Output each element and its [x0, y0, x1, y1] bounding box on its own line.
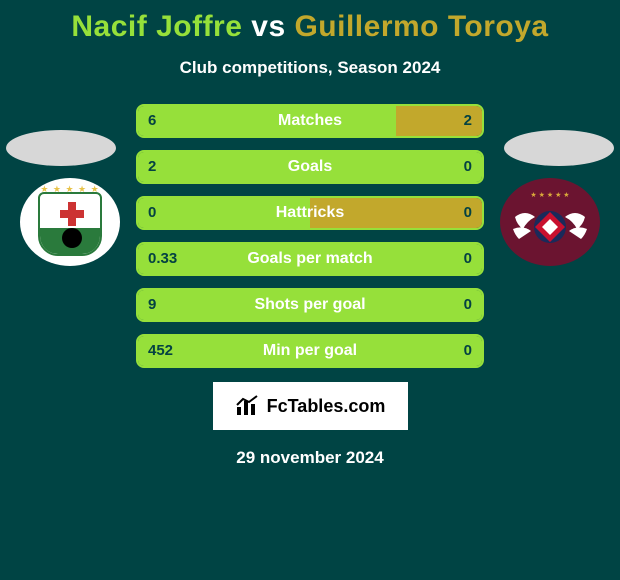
stat-label: Shots per goal	[138, 290, 482, 320]
disc-left	[6, 130, 116, 166]
title-vs: vs	[242, 10, 294, 43]
svg-text:★ ★ ★ ★ ★: ★ ★ ★ ★ ★	[530, 191, 569, 199]
stat-label: Min per goal	[138, 336, 482, 366]
club-crest-right: ★ ★ ★ ★ ★	[500, 178, 600, 266]
stat-row: 4520Min per goal	[136, 334, 484, 368]
disc-right	[504, 130, 614, 166]
stat-label: Goals per match	[138, 244, 482, 274]
stat-label: Matches	[138, 106, 482, 136]
crest-oval-left: ★ ★ ★ ★ ★	[20, 178, 120, 266]
footer-date: 29 november 2024	[0, 448, 620, 468]
page-title: Nacif Joffre vs Guillermo Toroya	[0, 0, 620, 44]
title-player-right: Guillermo Toroya	[294, 10, 548, 43]
stat-row: 00Hattricks	[136, 196, 484, 230]
stats-bars: 62Matches 20Goals 00Hattricks 0.330Goals pe…	[136, 104, 484, 368]
wings-icon: ★ ★ ★ ★ ★	[505, 187, 595, 257]
crest-oval-right: ★ ★ ★ ★ ★	[500, 178, 600, 266]
stat-row: 62Matches	[136, 104, 484, 138]
title-player-left: Nacif Joffre	[71, 10, 242, 43]
brand-box: FcTables.com	[213, 382, 408, 430]
subtitle: Club competitions, Season 2024	[0, 58, 620, 78]
stat-row: 20Goals	[136, 150, 484, 184]
stat-label: Goals	[138, 152, 482, 182]
shield-icon: ★ ★ ★ ★ ★	[38, 192, 102, 256]
stat-label: Hattricks	[138, 198, 482, 228]
brand-text: FcTables.com	[267, 396, 386, 417]
chart-icon	[235, 395, 261, 417]
club-crest-left: ★ ★ ★ ★ ★	[20, 178, 120, 266]
stat-row: 90Shots per goal	[136, 288, 484, 322]
stat-row: 0.330Goals per match	[136, 242, 484, 276]
